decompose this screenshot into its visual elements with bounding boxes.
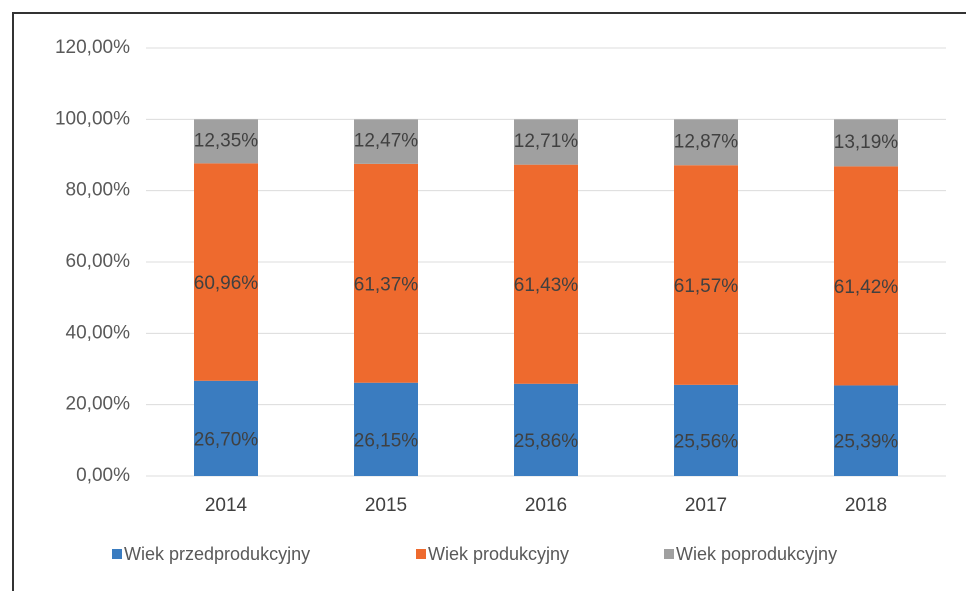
bar-segment — [514, 119, 578, 165]
legend-label: Wiek poprodukcyjny — [676, 544, 837, 564]
data-label: 25,39% — [834, 432, 899, 453]
bar-segment — [834, 166, 898, 386]
bar-segment — [194, 163, 258, 381]
legend-swatch — [664, 549, 674, 559]
bar-segment — [674, 384, 738, 476]
data-label: 61,37% — [354, 274, 419, 295]
x-tick-label: 2016 — [525, 495, 567, 516]
data-label: 12,35% — [194, 130, 259, 151]
legend-label: Wiek przedprodukcyjny — [124, 544, 310, 564]
bar-segment — [354, 382, 418, 476]
data-label: 13,19% — [834, 132, 899, 153]
y-tick-label: 0,00% — [76, 465, 130, 486]
bar-segment — [194, 380, 258, 476]
legend-swatch — [416, 549, 426, 559]
data-label: 12,47% — [354, 131, 419, 152]
y-tick-label: 20,00% — [66, 394, 131, 415]
y-tick-label: 120,00% — [55, 37, 130, 58]
data-label: 60,96% — [194, 273, 259, 294]
legend-swatch — [112, 549, 122, 559]
bar-segment — [834, 119, 898, 167]
data-label: 25,56% — [674, 431, 739, 452]
bar-segment — [354, 119, 418, 164]
y-tick-label: 100,00% — [55, 108, 130, 129]
data-label: 26,15% — [354, 430, 419, 451]
data-label: 61,42% — [834, 277, 899, 298]
x-tick-label: 2017 — [685, 495, 727, 516]
y-tick-label: 80,00% — [66, 180, 131, 201]
legend-label: Wiek produkcyjny — [428, 544, 569, 564]
bar-segment — [674, 119, 738, 166]
data-label: 61,57% — [674, 276, 739, 297]
bar-segment — [354, 163, 418, 383]
y-tick-label: 60,00% — [66, 251, 131, 272]
data-label: 25,86% — [514, 431, 579, 452]
x-tick-label: 2018 — [845, 495, 887, 516]
y-tick-label: 40,00% — [66, 322, 131, 343]
data-label: 26,70% — [194, 429, 259, 450]
x-tick-label: 2014 — [205, 495, 248, 516]
bar-segment — [514, 164, 578, 384]
chart-frame — [12, 12, 966, 591]
data-label: 12,71% — [514, 131, 579, 152]
data-label: 12,87% — [674, 131, 739, 152]
bar-segment — [834, 385, 898, 476]
bar-segment — [514, 383, 578, 476]
x-tick-label: 2015 — [365, 495, 407, 516]
data-label: 61,43% — [514, 275, 579, 296]
bar-segment — [194, 119, 258, 164]
bar-segment — [674, 165, 738, 385]
